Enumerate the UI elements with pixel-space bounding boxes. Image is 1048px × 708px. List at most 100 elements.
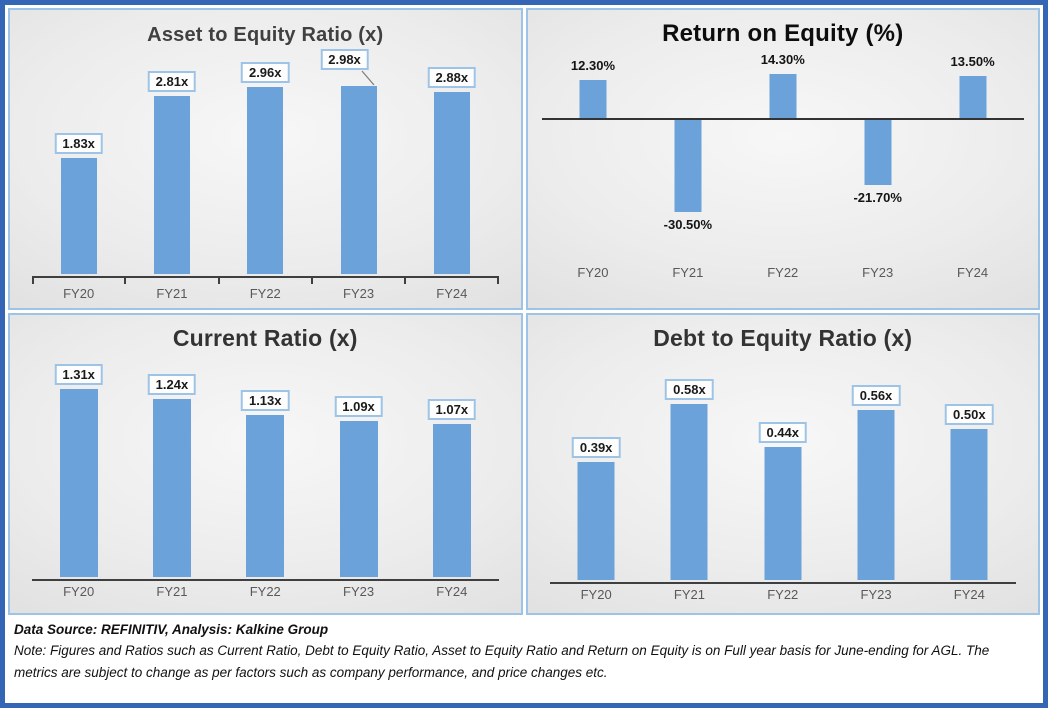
bar-column-FY21: -30.50% [640,56,735,241]
x-axis [32,276,499,285]
data-label-FY23: 0.56x [851,385,901,407]
category-label-FY20: FY20 [63,584,95,599]
data-label-FY21: 2.81x [147,71,197,93]
bar-FY24 [959,76,987,118]
bar-FY23 [864,119,892,185]
data-label-FY22: 1.13x [240,390,290,412]
zero-axis-line [541,117,1024,120]
chart-plot-current-ratio: 1.31x 1.24x 1.13x 1.09x 1.07x [32,362,499,577]
axis-tick [217,276,220,284]
bar-FY24 [432,423,471,577]
chart-panel-debt-to-equity: Debt to Equity Ratio (x) 0.39x 0.58x 0.44x… [525,313,1040,615]
category-label-FY22: FY22 [767,265,799,280]
bar-column-FY21: 1.24x [125,362,218,577]
chart-panel-asset-to-equity: Asset to Equity Ratio (x) 1.83x 2.81x 2.96… [8,8,523,310]
data-label-FY24: 0.50x [945,403,994,425]
category-label-FY23: FY23 [860,587,892,602]
bar-FY21 [152,399,191,577]
bar-FY24 [433,91,470,274]
category-label-FY22: FY22 [249,286,281,301]
bar-column-FY23: 1.09x [312,362,405,577]
category-label-FY23: FY23 [343,584,375,599]
bar-FY22 [764,446,802,580]
chart-title-asset-to-equity: Asset to Equity Ratio (x) [147,24,384,46]
category-label-FY22: FY22 [767,587,799,602]
bar-column-FY20: 12.30% [546,56,641,241]
bar-FY21 [670,404,708,580]
bar-column-FY23: -21.70% [830,56,925,241]
bar-FY21 [153,96,190,274]
bar-column-FY21: 0.58x [643,368,736,580]
category-label-FY24: FY24 [957,265,989,280]
bar-column-FY22: 0.44x [736,368,829,580]
data-label-FY20: 0.39x [571,436,621,458]
chart-title-debt-to-equity: Debt to Equity Ratio (x) [653,325,913,351]
chart-panel-return-on-equity: Return on Equity (%) 12.30% -30.50% 14.30%… [525,8,1040,310]
data-label-FY22: 0.44x [758,421,808,443]
category-label-FY24: FY24 [436,286,468,301]
bar-FY22 [769,73,797,118]
bar-column-FY23: 2.98x [312,48,405,274]
bar-FY20 [60,158,97,274]
category-label-FY22: FY22 [249,584,281,599]
chart-title-return-on-equity: Return on Equity (%) [662,20,904,47]
bar-column-FY24: 2.88x [405,59,498,274]
data-label-FY23: 2.98x [320,48,369,70]
bar-FY24 [950,428,988,580]
label-leader-line [361,70,375,85]
bar-column-FY21: 2.81x [125,59,218,274]
bar-FY20 [59,389,98,577]
data-label-FY22: 2.96x [240,61,290,83]
axis-tick [496,276,499,284]
bar-column-FY22: 2.96x [219,59,312,274]
category-label-FY21: FY21 [672,265,704,280]
category-label-FY21: FY21 [673,587,705,602]
bar-FY20 [577,461,615,580]
bar-FY22 [246,415,285,577]
category-label-FY20: FY20 [580,587,612,602]
chart-panel-current-ratio: Current Ratio (x) 1.31x 1.24x 1.13x 1.09x 1.… [8,313,523,615]
bar-column-FY20: 1.83x [32,59,125,274]
x-axis [549,582,1017,586]
category-label-FY24: FY24 [436,584,468,599]
bar-FY21 [674,119,702,212]
bar-FY23 [339,420,378,577]
bar-column-FY24: 13.50% [925,54,1020,241]
bar-FY23 [857,410,895,580]
category-axis-labels: FY20 FY21 FY22 FY23 FY24 [550,587,1017,602]
chart-title-current-ratio: Current Ratio (x) [172,325,358,351]
bar-column-FY20: 1.31x [32,362,125,577]
footer: Data Source: REFINITIV, Analysis: Kalkin… [8,615,1040,700]
data-label-FY20: 12.30% [570,57,615,73]
category-label-FY21: FY21 [156,286,188,301]
chart-plot-asset-to-equity: 1.83x 2.81x 2.96x 2.98x 2.88x [32,48,499,274]
charts-grid: Asset to Equity Ratio (x) 1.83x 2.81x 2.96… [8,8,1040,615]
bar-column-FY23: 0.56x [829,368,922,580]
category-label-FY23: FY23 [343,286,375,301]
category-label-FY20: FY20 [577,265,609,280]
category-label-FY20: FY20 [63,286,95,301]
bar-FY20 [579,79,607,118]
bar-FY23 [340,85,377,274]
bar-column-FY24: 0.50x [923,368,1016,580]
axis-tick [124,276,127,284]
category-label-FY21: FY21 [156,584,188,599]
data-label-FY24: 1.07x [427,398,477,420]
category-axis-labels: FY20 FY21 FY22 FY23 FY24 [546,265,1021,280]
bar-column-FY22: 14.30% [735,52,830,241]
data-label-FY24: 2.88x [427,66,477,88]
axis-tick [32,276,34,284]
bar-column-FY20: 0.39x [550,368,643,580]
data-label-FY21: -30.50% [663,216,713,232]
bar-column-FY22: 1.13x [219,362,312,577]
chart-plot-return-on-equity: 12.30% -30.50% 14.30% -21.70% 13.50% [541,52,1024,241]
data-label-FY21: 1.24x [147,374,197,396]
data-label-FY23: -21.70% [853,189,902,205]
x-axis [32,579,499,583]
axis-tick [404,276,407,284]
data-label-FY20: 1.31x [54,364,103,386]
bar-FY22 [247,86,284,274]
data-label-FY23: 1.09x [334,395,383,417]
category-axis-labels: FY20 FY21 FY22 FY23 FY24 [32,584,499,599]
chart-plot-debt-to-equity: 0.39x 0.58x 0.44x 0.56x 0.50x [550,368,1017,580]
